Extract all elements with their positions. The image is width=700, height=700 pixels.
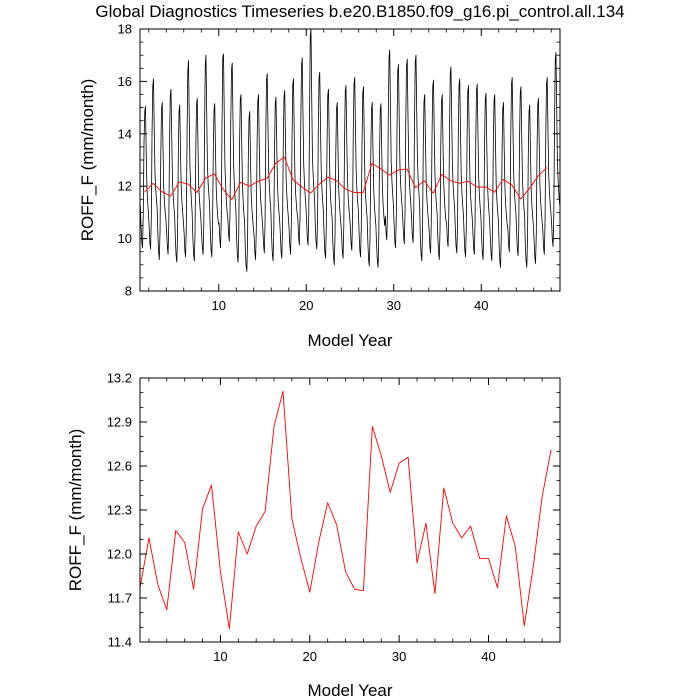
bottom-y-tick-label: 12.0 <box>107 547 132 562</box>
top-x-axis-label: Model Year <box>307 331 392 350</box>
top-x-tick-label: 30 <box>387 298 401 313</box>
bottom-y-tick-label: 12.9 <box>107 415 132 430</box>
top-series-monthly-line <box>139 28 561 272</box>
top-y-tick-label: 10 <box>118 231 132 246</box>
bottom-x-tick-label: 10 <box>213 649 227 664</box>
top-series-annual-line <box>144 156 548 201</box>
top-x-tick-label: 40 <box>474 298 488 313</box>
top-y-tick-label: 18 <box>118 22 132 37</box>
top-panel: 10 20 30 40 8 10 12 14 16 18 Model Year ROFF_F (m… <box>78 22 561 350</box>
top-ticks: 10 20 30 40 8 10 12 14 16 18 <box>118 22 560 313</box>
top-x-tick-label: 20 <box>299 298 313 313</box>
bottom-ticks: 10 20 30 40 11.4 11.7 12.0 12.3 12.6 12.9 13.2 <box>107 371 561 664</box>
top-y-tick-label: 8 <box>125 284 132 299</box>
bottom-series-annual-line <box>139 390 552 630</box>
top-y-tick-label: 16 <box>118 74 132 89</box>
bottom-x-axis-label: Model Year <box>307 681 392 700</box>
bottom-x-tick-label: 30 <box>392 649 406 664</box>
bottom-y-axis-label: ROFF_F (mm/month) <box>66 429 85 591</box>
bottom-y-tick-label: 11.7 <box>108 591 132 606</box>
bottom-y-tick-label: 12.6 <box>107 459 132 474</box>
bottom-x-tick-label: 20 <box>303 649 317 664</box>
top-y-tick-label: 14 <box>118 126 132 141</box>
top-y-tick-label: 12 <box>118 179 132 194</box>
top-x-tick-label: 10 <box>212 298 226 313</box>
bottom-y-tick-label: 12.3 <box>107 503 132 518</box>
bottom-panel: 10 20 30 40 11.4 11.7 12.0 12.3 12.6 12.9 13.2 Mod… <box>66 371 561 700</box>
top-plot-area <box>139 28 561 272</box>
chart-title: Global Diagnostics Timeseries b.e20.B185… <box>95 2 624 21</box>
top-y-axis-label: ROFF_F (mm/month) <box>78 79 97 241</box>
bottom-x-tick-label: 40 <box>481 649 495 664</box>
bottom-y-tick-label: 11.4 <box>108 635 132 650</box>
bottom-axes-frame <box>139 377 561 643</box>
bottom-y-tick-label: 13.2 <box>107 371 132 386</box>
bottom-plot-area <box>139 390 552 630</box>
